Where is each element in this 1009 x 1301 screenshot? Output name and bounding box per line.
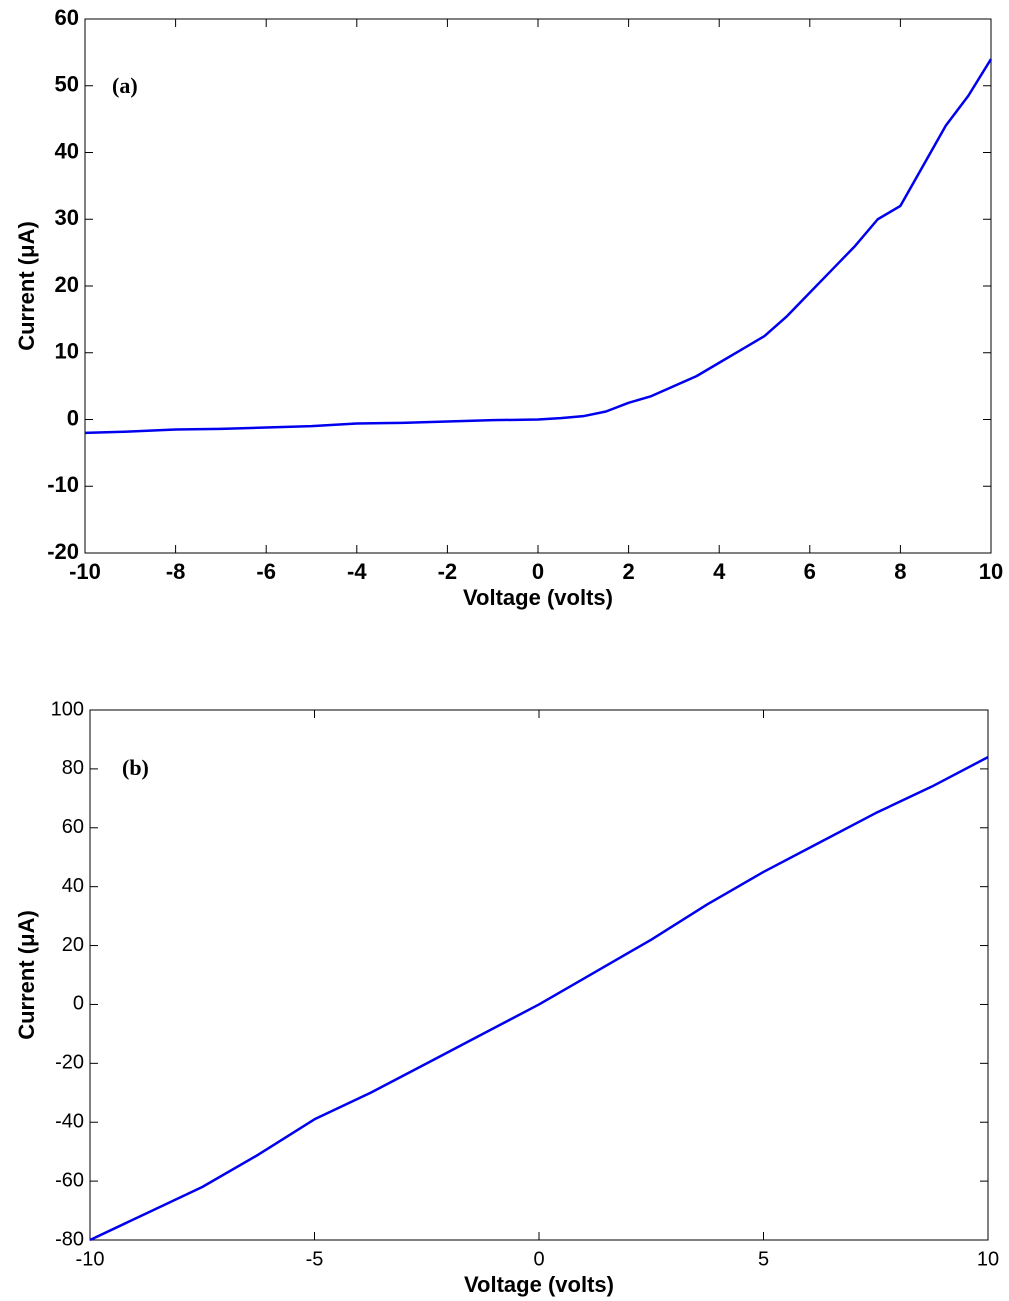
- panel-label: (a): [112, 73, 138, 98]
- x-axis-label: Voltage (volts): [463, 585, 613, 610]
- x-tick-label: -10: [76, 1248, 105, 1270]
- y-tick-label: -10: [47, 472, 79, 497]
- y-tick-label: -40: [55, 1111, 84, 1133]
- data-line: [84, 58, 993, 435]
- y-tick-label: 40: [62, 875, 84, 897]
- plot-frame: [89, 709, 989, 1241]
- y-tick-label: 0: [73, 993, 84, 1015]
- x-tick-label: -2: [438, 559, 458, 584]
- y-tick-label: -20: [55, 1052, 84, 1074]
- y-tick-label: 60: [55, 5, 79, 30]
- y-axis-label: Current (μA): [14, 910, 39, 1040]
- x-tick-label: 0: [533, 1248, 544, 1270]
- x-tick-label: 6: [804, 559, 816, 584]
- x-tick-label: 4: [713, 559, 726, 584]
- x-tick-label: -4: [347, 559, 367, 584]
- x-tick-label: 5: [758, 1248, 769, 1270]
- y-tick-label: 50: [55, 72, 79, 97]
- x-axis-label: Voltage (volts): [464, 1272, 614, 1297]
- x-tick-label: -5: [306, 1248, 324, 1270]
- x-tick-label: 10: [977, 1248, 999, 1270]
- plot-frame: [84, 18, 992, 554]
- data-line: [89, 756, 989, 1242]
- y-tick-label: 10: [55, 339, 79, 364]
- y-tick-label: 20: [55, 272, 79, 297]
- x-tick-label: -8: [166, 559, 186, 584]
- y-axis-label: Current (μA): [14, 221, 39, 351]
- y-tick-label: 30: [55, 205, 79, 230]
- y-tick-label: -80: [55, 1228, 84, 1250]
- x-tick-label: 0: [532, 559, 544, 584]
- y-tick-label: 80: [62, 757, 84, 779]
- x-tick-label: -6: [256, 559, 276, 584]
- panel-label: (b): [122, 755, 149, 780]
- x-tick-label: 10: [979, 559, 1003, 584]
- x-tick-label: -10: [69, 559, 101, 584]
- y-tick-label: -60: [55, 1169, 84, 1191]
- y-tick-label: 60: [62, 816, 84, 838]
- x-tick-label: 2: [622, 559, 634, 584]
- x-tick-label: 8: [894, 559, 906, 584]
- y-tick-label: 100: [51, 698, 84, 720]
- y-tick-label: 20: [62, 934, 84, 956]
- y-tick-label: -20: [47, 539, 79, 564]
- y-tick-label: 0: [67, 405, 79, 430]
- y-tick-label: 40: [55, 138, 79, 163]
